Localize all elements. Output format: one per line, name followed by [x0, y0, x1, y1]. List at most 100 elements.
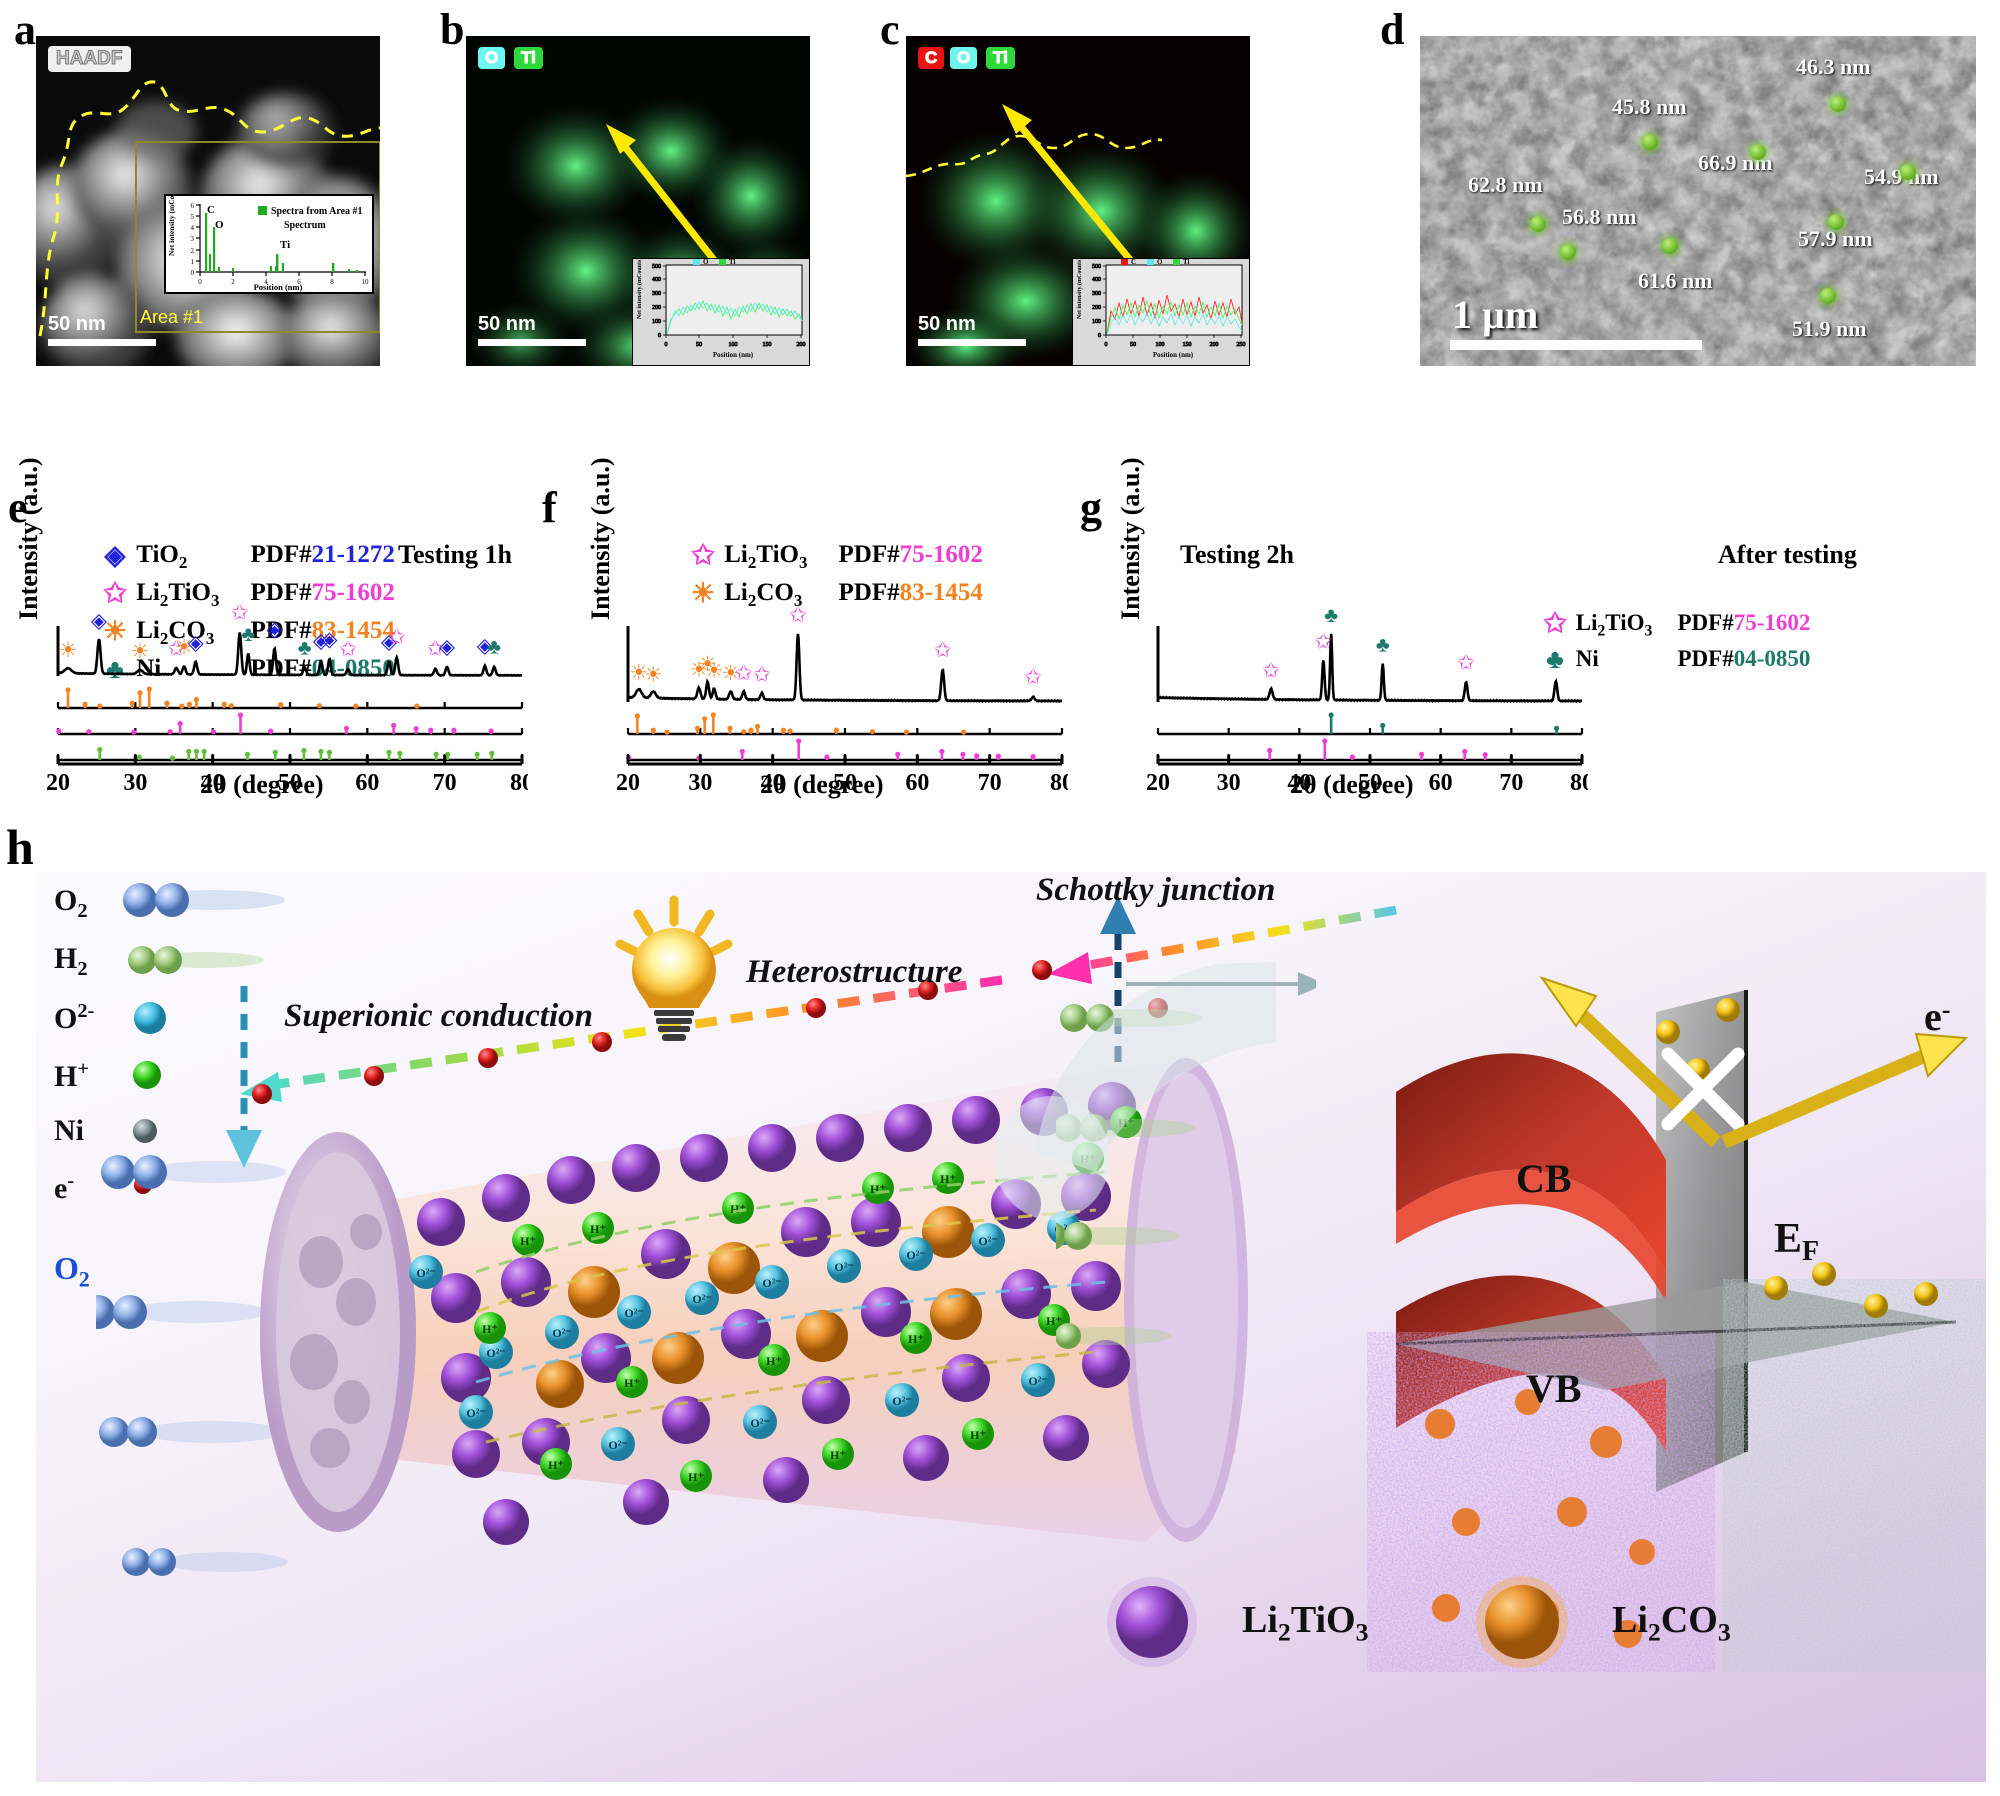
area1-label: Area #1	[140, 307, 204, 327]
ref-stick-head	[318, 748, 324, 755]
legend-symbol-tio2: ◈	[104, 540, 126, 570]
nm-label-2: 45.8 nm	[1612, 94, 1687, 119]
peak-marker-Li2TiO3: ✩	[388, 625, 406, 649]
panel-g-xrd-chart: ✩ ✩ ♣ ♣ ✩ ♣ 20 30 40 50 60 70 80	[1108, 600, 1588, 800]
nm-label-5: 62.8 nm	[1468, 172, 1543, 197]
panel-f-xrd-chart: ☀ ☀ ☀ ☀ ☀ ☀ ✩ ✩ ✩ ✩ ✩ 20 30 40 50 60 70 80	[578, 600, 1068, 800]
nm-marker-4	[1900, 164, 1916, 180]
ref-stick-head	[939, 748, 945, 755]
ref-stick-head	[974, 753, 980, 759]
ref-stick-head	[193, 748, 200, 755]
svg-text:H⁺: H⁺	[624, 1376, 640, 1390]
x-tick-label: 70	[978, 770, 1002, 796]
h-legend-icon-ni	[133, 1119, 157, 1143]
ref-stick-head	[780, 727, 787, 733]
legend-symbol-g-ni: ♣	[1546, 644, 1564, 674]
h-caption-superionic: Superionic conduction	[284, 998, 593, 1034]
ref-stick-head	[136, 754, 142, 760]
svg-text:O²⁻: O²⁻	[608, 1438, 627, 1452]
x-tick-label: 70	[1499, 770, 1523, 796]
band-label-cb: CB	[1516, 1156, 1572, 1201]
svg-text:Position (nm): Position (nm)	[1153, 351, 1194, 359]
peak-marker-Li2TiO3: ✩	[735, 661, 753, 685]
peak-marker-Li2TiO3: ✩	[753, 662, 771, 686]
svg-text:200: 200	[797, 342, 806, 348]
peak-marker-Li2TiO3: ✩	[1024, 665, 1042, 689]
ref-stick-head	[146, 686, 152, 692]
ref-stick-head	[391, 722, 397, 729]
panel-letter-c: c	[880, 5, 900, 54]
nm-marker-2	[1642, 134, 1658, 150]
svg-text:Net intensity (mCounts): Net intensity (mCounts)	[1076, 259, 1083, 319]
peak-marker-Ni: ♣	[1324, 603, 1338, 627]
legend-symbol-f-li2co3: ☀	[690, 578, 716, 608]
svg-text:150: 150	[1183, 342, 1192, 348]
band-label-electron: e-	[1924, 994, 1950, 1039]
ref-stick-head	[474, 751, 480, 757]
ref-stick-head	[97, 746, 103, 753]
schottky-band-diagram: CB VB EF e-	[1395, 976, 1976, 1662]
element-tag-Ti-c: Ti	[986, 47, 1015, 69]
svg-text:H⁺: H⁺	[590, 1222, 606, 1236]
panel-d-scalebar-line	[1450, 340, 1702, 350]
ref-stick-head	[244, 751, 251, 757]
ref-stick-head	[326, 749, 333, 755]
svg-text:2: 2	[191, 247, 195, 255]
ref-stick-head	[386, 749, 392, 755]
legend-name-f-li2tio3: Li2TiO3	[724, 541, 808, 572]
x-tick-label: 70	[433, 770, 457, 796]
nm-label-1: 46.3 nm	[1796, 54, 1871, 79]
peak-marker-Li2CO3: ☀	[59, 638, 78, 662]
element-tag-Ti: Ti	[514, 47, 543, 69]
legend-g-row-0: ✩ Li2TiO3 PDF#75-1602	[1540, 608, 1811, 641]
svg-text:H⁺: H⁺	[908, 1332, 924, 1346]
ref-stick-head	[97, 703, 103, 709]
x-tick-label: 50	[1358, 770, 1382, 796]
peak-marker-Li2TiO3: ✩	[1315, 629, 1333, 653]
ref-stick-head	[961, 729, 967, 735]
light-bulb-icon	[615, 895, 733, 1041]
h-legend-icon-h2	[128, 946, 264, 974]
electron-return-arrow	[226, 986, 262, 1168]
panel-c-scalebar: 50 nm	[918, 313, 1026, 346]
ref-stick-head	[664, 729, 670, 735]
panel-a-scalebar-line	[48, 339, 156, 346]
svg-text:0: 0	[658, 333, 661, 339]
svg-text:6: 6	[191, 202, 195, 210]
ref-stick-head	[316, 703, 322, 709]
h-legend-icon-o2minus	[134, 1002, 166, 1034]
panel-letter-d: d	[1380, 5, 1405, 54]
ref-stick-head	[186, 701, 193, 707]
h-legend-label-h2: H2	[54, 942, 88, 980]
svg-text:O: O	[1157, 259, 1163, 266]
legend-e-row-2: ☀ Li2CO3 PDF#83-1454	[100, 616, 395, 649]
ref-stick-head	[869, 729, 876, 735]
svg-text:500: 500	[1092, 264, 1101, 270]
peak-marker-Ni: ♣	[1376, 633, 1390, 657]
ref-stick-head	[428, 727, 434, 733]
ref-stick-head	[301, 747, 307, 754]
inset-a-xlabel: Position (nm)	[254, 282, 303, 292]
svg-text:H⁺: H⁺	[1046, 1314, 1062, 1328]
ref-stick-head	[1462, 748, 1468, 755]
svg-text:H⁺: H⁺	[766, 1354, 782, 1368]
svg-text:H⁺: H⁺	[830, 1448, 846, 1462]
ref-stick-head	[895, 751, 901, 757]
panel-letter-f: f	[542, 483, 557, 532]
x-tick-label: 30	[123, 770, 147, 796]
panel-b-lineprofile-inset: 0 100 200 300 400 500 0 50 100 150 200 N…	[632, 258, 810, 366]
peak-marker-Li2CO3: ☀	[629, 660, 648, 684]
panel-f-title: Testing 2h	[1180, 540, 1294, 569]
band-label-vb: VB	[1526, 1366, 1582, 1411]
ref-stick-head	[710, 712, 716, 718]
peak-marker-Li2TiO3: ✩	[427, 637, 445, 661]
ref-stick-head	[167, 729, 173, 735]
ref-stick-head	[201, 748, 207, 755]
svg-text:O²⁻: O²⁻	[906, 1248, 925, 1262]
svg-text:100: 100	[1092, 319, 1101, 325]
ref-stick-head	[1418, 751, 1425, 757]
ref-stick-head	[86, 729, 92, 735]
ref-stick-head	[221, 701, 227, 707]
svg-text:O²⁻: O²⁻	[978, 1234, 997, 1248]
ref-stick-head	[278, 701, 284, 708]
